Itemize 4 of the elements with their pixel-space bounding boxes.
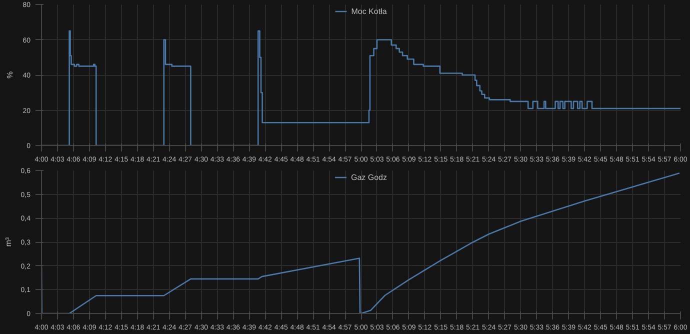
- y-axis-title: %: [6, 71, 15, 79]
- legend-label: Gaz Godz: [350, 172, 388, 182]
- legend-label: Moc Kotła: [351, 6, 387, 16]
- y-axis-title: m³: [4, 237, 13, 247]
